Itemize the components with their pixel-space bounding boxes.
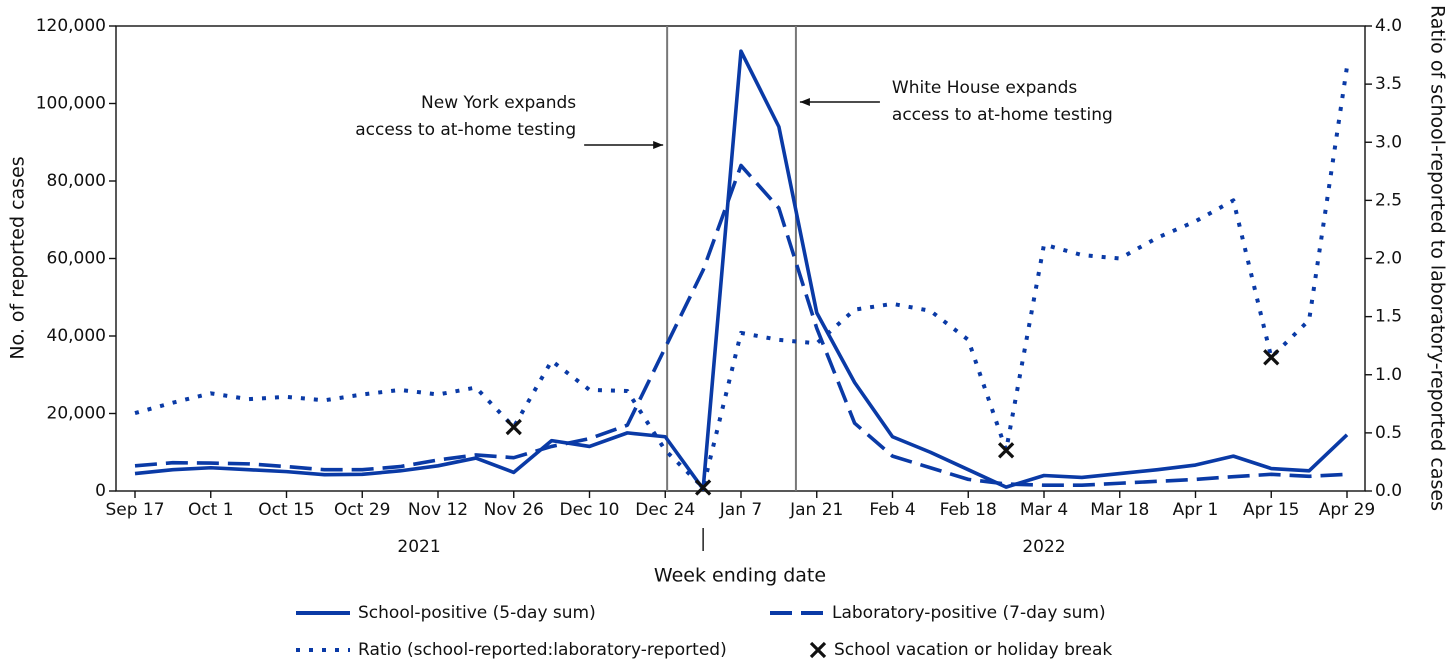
x-tick-label: Nov 26 — [484, 500, 544, 520]
y-tick-label: 100,000 — [36, 94, 106, 114]
x-tick-label: Feb 4 — [869, 500, 915, 520]
x-tick-label: Oct 15 — [258, 500, 314, 520]
y-tick-label: 40,000 — [47, 326, 106, 346]
y2-tick-label: 0.0 — [1375, 481, 1402, 501]
legend-marker — [809, 641, 827, 659]
x-tick-label: Oct 29 — [334, 500, 390, 520]
legend-label: Laboratory-positive (7-day sum) — [832, 603, 1106, 623]
legend-label: Ratio (school-reported:laboratory-report… — [358, 640, 727, 660]
annotation-text: White House expands — [892, 78, 1078, 98]
annotation-arrowhead — [799, 98, 810, 106]
x-tick-label: Apr 1 — [1173, 500, 1219, 520]
x-tick-label: Mar 4 — [1020, 500, 1068, 520]
holiday-marker — [505, 418, 522, 436]
annotation-text: New York expands — [421, 93, 576, 113]
x-group-label: 2021 — [397, 537, 440, 557]
y2-tick-label: 1.5 — [1375, 307, 1402, 327]
y-axis-title: No. of reported cases — [7, 156, 29, 359]
x-group-label: 2022 — [1022, 537, 1065, 557]
holiday-marker — [997, 442, 1015, 459]
legend-label: School-positive (5-day sum) — [358, 603, 596, 623]
y-tick-label: 0 — [95, 481, 106, 501]
y2-tick-label: 0.5 — [1375, 423, 1402, 443]
x-tick-label: Sep 17 — [105, 500, 164, 520]
y-tick-label: 60,000 — [47, 249, 106, 269]
holiday-marker — [694, 479, 712, 496]
y2-tick-label: 3.0 — [1375, 132, 1402, 152]
y-tick-label: 20,000 — [47, 404, 106, 424]
x-tick-label: Feb 18 — [940, 500, 997, 520]
plot-frame — [115, 25, 1366, 492]
y2-axis-title: Ratio of school-reported to laboratory-r… — [1427, 5, 1449, 511]
x-tick-label: Jan 21 — [789, 500, 843, 520]
series-line — [134, 66, 1349, 490]
series-line — [134, 49, 1349, 491]
x-tick-label: Apr 29 — [1319, 500, 1375, 520]
y2-tick-label: 3.5 — [1375, 74, 1402, 94]
y-tick-label: 80,000 — [47, 171, 106, 191]
x-tick-label: Apr 15 — [1243, 500, 1299, 520]
legend-label: School vacation or holiday break — [834, 640, 1112, 660]
holiday-marker — [1263, 349, 1280, 366]
y-tick-label: 120,000 — [36, 16, 106, 36]
y2-tick-label: 4.0 — [1375, 16, 1402, 36]
x-tick-label: Dec 10 — [560, 500, 620, 520]
x-tick-label: Nov 12 — [408, 500, 468, 520]
x-tick-label: Oct 1 — [188, 500, 234, 520]
x-tick-label: Mar 18 — [1090, 500, 1149, 520]
x-axis-title: Week ending date — [654, 565, 826, 587]
annotation-text: access to at-home testing — [355, 120, 576, 140]
y2-tick-label: 2.0 — [1375, 249, 1402, 269]
y2-tick-label: 2.5 — [1375, 190, 1402, 210]
x-tick-label: Jan 7 — [719, 500, 762, 520]
annotation-text: access to at-home testing — [892, 105, 1113, 125]
y2-tick-label: 1.0 — [1375, 365, 1402, 385]
series-line — [134, 163, 1348, 487]
x-tick-label: Dec 24 — [635, 500, 695, 520]
annotation-arrowhead — [653, 141, 664, 149]
